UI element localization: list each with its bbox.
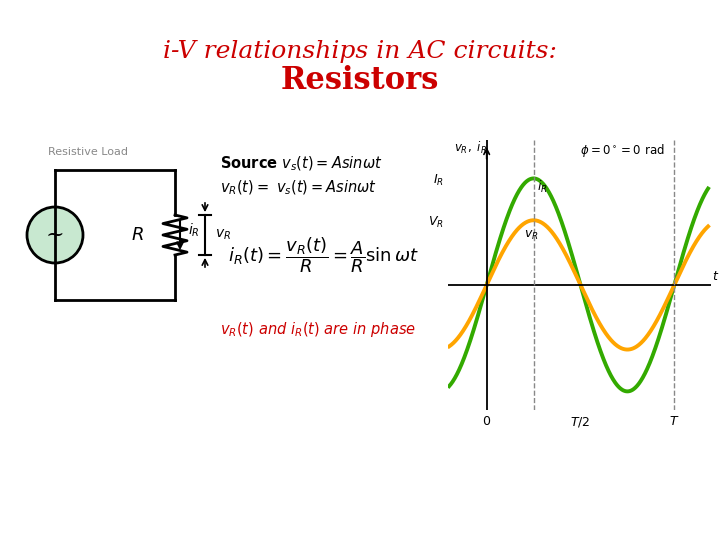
Text: ~: ~	[45, 224, 64, 246]
Text: $v_R(t)=\ v_s(t)=Asin\omega t$: $v_R(t)=\ v_s(t)=Asin\omega t$	[220, 179, 377, 198]
Text: Resistors: Resistors	[281, 65, 439, 96]
Text: $i_R$: $i_R$	[536, 179, 547, 195]
Text: i-V relationships in AC circuits:: i-V relationships in AC circuits:	[163, 40, 557, 63]
Text: $v_R$: $v_R$	[524, 230, 539, 242]
Text: $\phi = 0^\circ = 0\ \mathrm{rad}$: $\phi = 0^\circ = 0\ \mathrm{rad}$	[580, 142, 665, 159]
Text: $v_{R},\ i_{R}$: $v_{R},\ i_{R}$	[454, 140, 487, 156]
Text: $i_R$: $i_R$	[188, 221, 199, 239]
Text: $t$: $t$	[712, 269, 719, 282]
Text: $i_R(t) = \dfrac{v_R(t)}{R} = \dfrac{A}{R}\sin\omega t$: $i_R(t) = \dfrac{v_R(t)}{R} = \dfrac{A}{…	[228, 235, 419, 275]
Text: $v_R$: $v_R$	[215, 228, 231, 242]
Text: Resistive Load: Resistive Load	[48, 147, 128, 157]
Text: $v_R(t)$$\ \mathit{and}\ $$i_R(t)$$\ are\ in\ phase$: $v_R(t)$$\ \mathit{and}\ $$i_R(t)$$\ are…	[220, 320, 416, 339]
Text: $R$: $R$	[130, 226, 143, 244]
Text: $\mathbf{Source}\ v_s(t)=Asin\omega t$: $\mathbf{Source}\ v_s(t)=Asin\omega t$	[220, 155, 382, 173]
Circle shape	[27, 207, 83, 263]
